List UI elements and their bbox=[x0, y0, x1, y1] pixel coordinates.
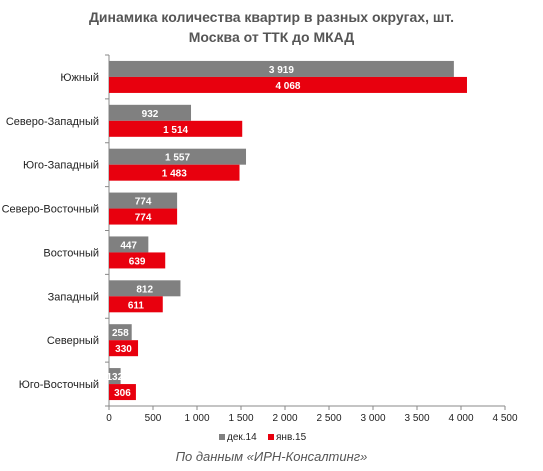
chart-title-line2: Москва от ТТК до МКАД bbox=[188, 29, 355, 45]
category-label: Северо-Восточный bbox=[2, 204, 99, 216]
data-label: 3 919 bbox=[269, 65, 294, 76]
bar-jan15 bbox=[109, 252, 166, 269]
bar-jan15 bbox=[109, 296, 163, 313]
data-label: 330 bbox=[115, 344, 132, 355]
category-label: Северо-Западный bbox=[6, 116, 99, 128]
bar-dec14 bbox=[109, 148, 247, 165]
data-label: 258 bbox=[112, 328, 129, 339]
data-label: 611 bbox=[128, 300, 145, 311]
data-label: 132 bbox=[106, 372, 123, 383]
data-label: 1 557 bbox=[165, 153, 190, 164]
bar-jan15 bbox=[109, 208, 178, 225]
source-note: По данным «ИРН-Консалтинг» bbox=[175, 449, 368, 464]
bar-dec14 bbox=[109, 280, 181, 297]
legend-swatch bbox=[268, 434, 274, 440]
data-label: 812 bbox=[136, 284, 153, 295]
x-tick-label: 2 000 bbox=[272, 413, 297, 424]
bar-dec14 bbox=[109, 104, 192, 121]
x-tick-label: 3 500 bbox=[404, 413, 429, 424]
x-tick-label: 1 000 bbox=[184, 413, 209, 424]
x-tick-label: 1 500 bbox=[228, 413, 253, 424]
x-tick-label: 0 bbox=[106, 413, 112, 424]
data-label: 639 bbox=[129, 256, 146, 267]
data-label: 774 bbox=[135, 197, 152, 208]
data-label: 1 514 bbox=[163, 125, 188, 136]
x-tick-label: 4 000 bbox=[448, 413, 473, 424]
category-label: Западный bbox=[48, 291, 99, 303]
data-label: 932 bbox=[142, 109, 159, 120]
data-label: 774 bbox=[135, 213, 152, 224]
chart-title-line1: Динамика количества квартир в разных окр… bbox=[88, 9, 455, 25]
bar-jan15 bbox=[109, 76, 467, 93]
bar-dec14 bbox=[109, 192, 178, 209]
x-tick-label: 500 bbox=[145, 413, 162, 424]
category-label: Южный bbox=[60, 72, 99, 84]
bar-jan15 bbox=[109, 120, 243, 137]
bar-dec14 bbox=[109, 324, 132, 341]
bar-jan15 bbox=[109, 384, 136, 401]
bar-jan15 bbox=[109, 164, 240, 181]
category-label: Юго-Восточный bbox=[19, 379, 99, 391]
bar-jan15 bbox=[109, 340, 139, 357]
data-label: 306 bbox=[114, 388, 131, 399]
x-tick-label: 4 500 bbox=[492, 413, 517, 424]
category-label: Юго-Западный bbox=[23, 160, 99, 172]
category-label: Восточный bbox=[43, 247, 99, 259]
legend-label: янв.15 bbox=[276, 432, 307, 443]
bar-dec14 bbox=[109, 60, 454, 77]
data-label: 447 bbox=[120, 240, 137, 251]
legend-swatch bbox=[219, 434, 225, 440]
bar-dec14 bbox=[109, 368, 121, 385]
bar-dec14 bbox=[109, 236, 149, 253]
data-label: 1 483 bbox=[162, 169, 187, 180]
category-label: Северный bbox=[47, 335, 99, 347]
legend-label: дек.14 bbox=[227, 432, 257, 443]
data-label: 4 068 bbox=[275, 81, 300, 92]
x-tick-label: 3 000 bbox=[360, 413, 385, 424]
x-tick-label: 2 500 bbox=[316, 413, 341, 424]
